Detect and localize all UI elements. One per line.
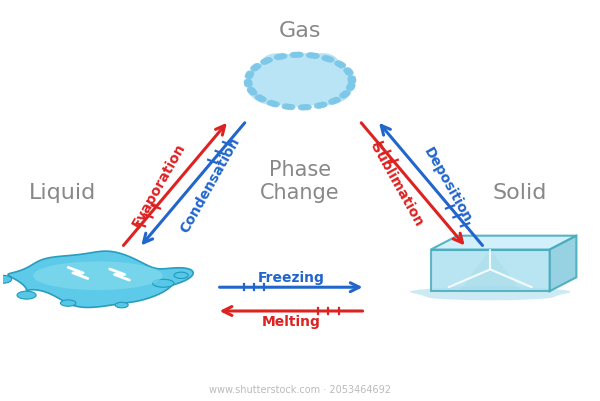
Circle shape <box>287 105 295 110</box>
Circle shape <box>259 98 266 103</box>
Circle shape <box>290 53 298 58</box>
Circle shape <box>298 69 352 105</box>
Circle shape <box>304 105 311 110</box>
Circle shape <box>244 80 251 85</box>
Circle shape <box>285 105 292 110</box>
Circle shape <box>314 104 322 109</box>
Ellipse shape <box>115 302 128 308</box>
Circle shape <box>344 69 351 73</box>
Circle shape <box>256 95 262 100</box>
Circle shape <box>349 78 356 83</box>
Circle shape <box>326 58 334 63</box>
Circle shape <box>307 55 338 76</box>
Ellipse shape <box>152 279 174 288</box>
Circle shape <box>274 56 281 61</box>
Circle shape <box>248 68 286 93</box>
Text: Condensation: Condensation <box>177 134 242 235</box>
Text: Evaporation: Evaporation <box>129 140 188 229</box>
Text: Solid: Solid <box>493 182 547 203</box>
Text: Liquid: Liquid <box>29 182 96 203</box>
Circle shape <box>246 73 253 78</box>
Circle shape <box>307 54 314 59</box>
Circle shape <box>337 63 344 68</box>
Polygon shape <box>33 262 163 290</box>
Circle shape <box>257 97 264 101</box>
Circle shape <box>248 69 302 105</box>
Polygon shape <box>460 250 520 290</box>
Circle shape <box>263 56 313 89</box>
Ellipse shape <box>61 300 76 306</box>
Circle shape <box>347 85 355 90</box>
Circle shape <box>340 94 347 99</box>
Circle shape <box>247 72 254 77</box>
Circle shape <box>287 56 337 89</box>
Circle shape <box>310 54 316 59</box>
Circle shape <box>343 91 350 96</box>
Circle shape <box>296 53 303 58</box>
Circle shape <box>329 100 336 105</box>
Circle shape <box>301 106 308 110</box>
Circle shape <box>254 65 261 69</box>
Text: Sublimation: Sublimation <box>367 141 425 229</box>
Circle shape <box>314 68 352 93</box>
Circle shape <box>245 81 252 86</box>
Circle shape <box>322 57 329 61</box>
Circle shape <box>263 59 270 64</box>
Circle shape <box>262 55 293 76</box>
Circle shape <box>338 64 346 69</box>
Text: Phase
Change: Phase Change <box>260 159 340 202</box>
Circle shape <box>269 102 277 107</box>
Circle shape <box>335 62 342 67</box>
Polygon shape <box>550 236 577 292</box>
Circle shape <box>293 53 300 58</box>
Circle shape <box>245 83 252 88</box>
Circle shape <box>248 90 256 94</box>
Polygon shape <box>8 251 193 308</box>
Circle shape <box>265 59 272 63</box>
Circle shape <box>331 99 338 104</box>
Circle shape <box>277 55 284 60</box>
Circle shape <box>250 91 257 96</box>
Circle shape <box>317 103 324 108</box>
Circle shape <box>320 103 327 108</box>
Text: Melting: Melting <box>262 314 320 328</box>
Circle shape <box>341 93 349 97</box>
Circle shape <box>347 86 354 91</box>
Polygon shape <box>410 286 571 301</box>
Circle shape <box>348 77 355 81</box>
Text: Deposition: Deposition <box>421 145 474 225</box>
Circle shape <box>251 67 258 72</box>
Circle shape <box>345 70 352 75</box>
Circle shape <box>263 57 337 107</box>
Polygon shape <box>431 236 577 250</box>
Circle shape <box>245 75 253 79</box>
Text: Gas: Gas <box>279 20 321 41</box>
Circle shape <box>333 98 340 103</box>
Circle shape <box>312 55 319 59</box>
Circle shape <box>282 105 289 109</box>
Circle shape <box>247 88 254 93</box>
Circle shape <box>277 54 323 85</box>
Circle shape <box>346 71 353 76</box>
Circle shape <box>261 60 268 65</box>
Circle shape <box>348 84 355 88</box>
Ellipse shape <box>17 292 36 300</box>
Polygon shape <box>431 250 550 292</box>
Text: Freezing: Freezing <box>257 271 325 285</box>
Circle shape <box>280 55 287 59</box>
Ellipse shape <box>0 275 11 284</box>
Circle shape <box>268 101 274 106</box>
Circle shape <box>349 79 356 84</box>
Text: www.shutterstock.com · 2053464692: www.shutterstock.com · 2053464692 <box>209 384 391 394</box>
Circle shape <box>252 66 259 71</box>
Ellipse shape <box>174 272 188 279</box>
Circle shape <box>272 103 279 107</box>
Circle shape <box>325 57 332 62</box>
Circle shape <box>298 106 305 111</box>
